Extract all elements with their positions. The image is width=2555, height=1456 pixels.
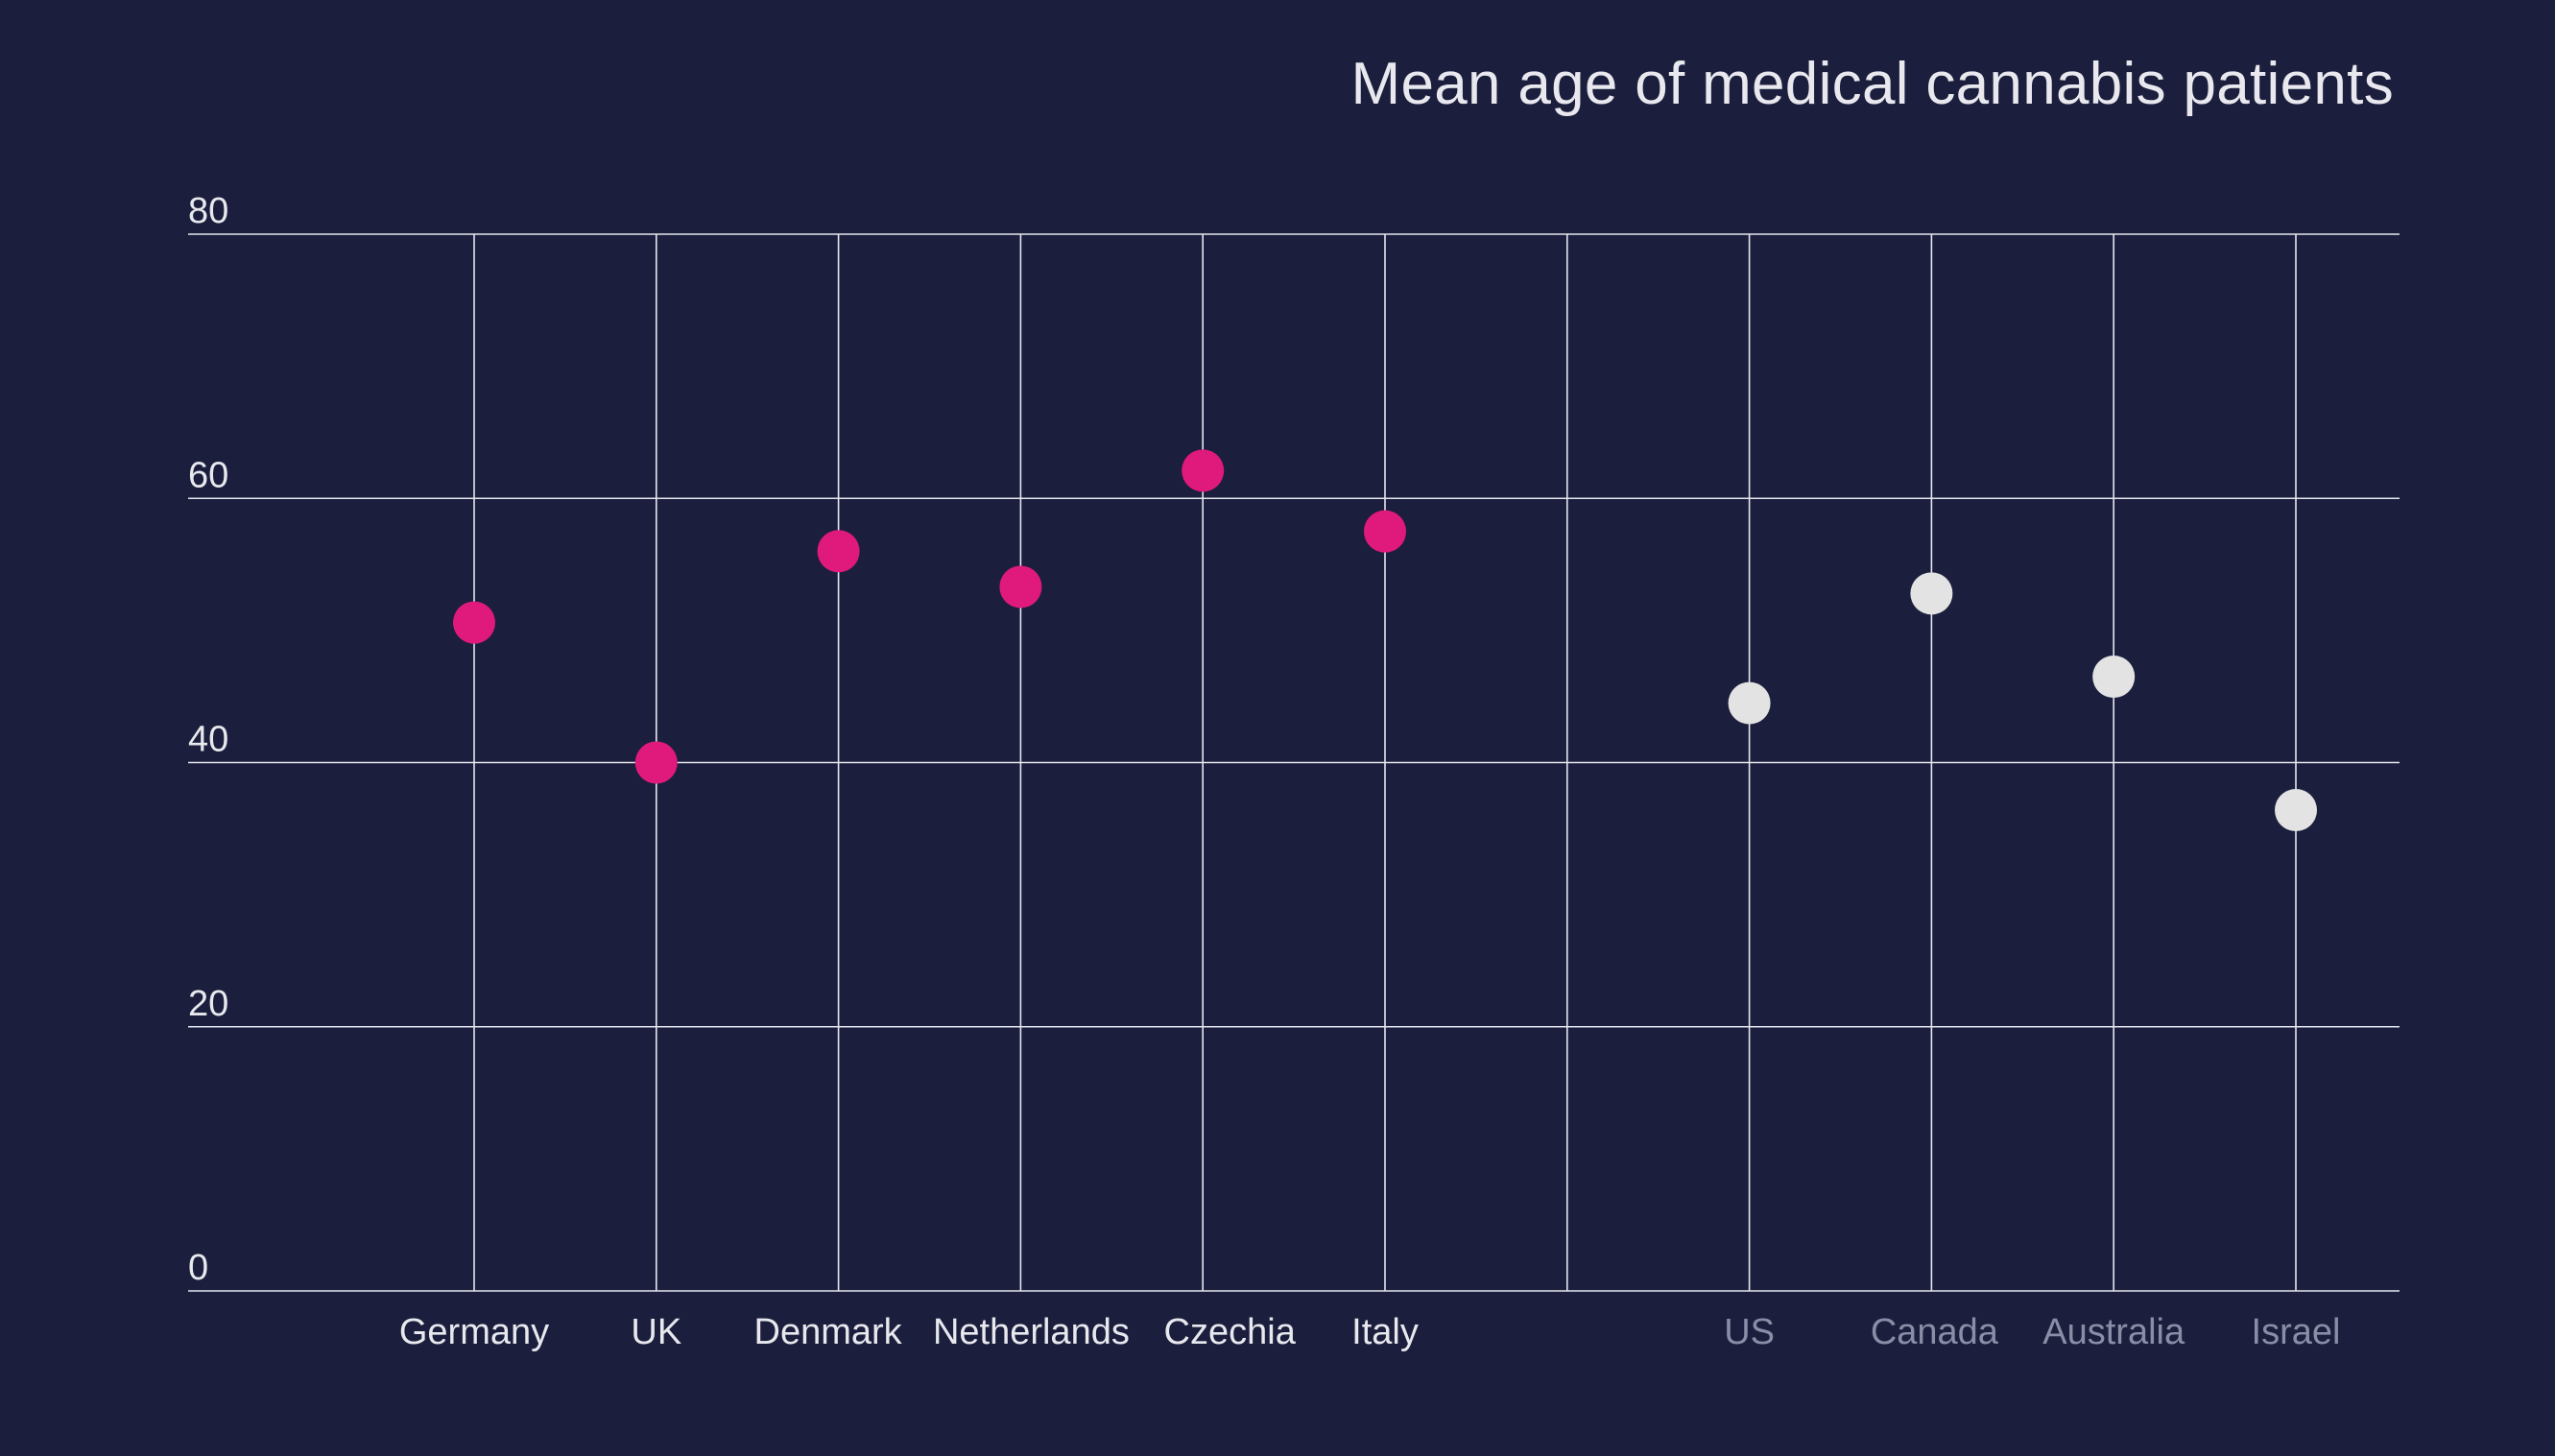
- data-point-germany: [453, 601, 495, 644]
- horizontal-gridlines: [188, 233, 2400, 1292]
- y-tick-label-60: 60: [188, 455, 228, 495]
- x-tick-label-australia: Australia: [2042, 1312, 2185, 1352]
- data-point-us: [1728, 681, 1771, 725]
- data-point-denmark: [817, 530, 860, 573]
- data-point-uk: [634, 741, 678, 784]
- y-tick-label-80: 80: [188, 191, 228, 231]
- y-axis-tick-labels: 0 20 40 60 80: [188, 191, 228, 1288]
- chart-title: Mean age of medical cannabis patients: [1350, 51, 2394, 117]
- x-axis-tick-labels: Germany UK Denmark Netherlands Czechia Italy U…: [399, 1312, 2341, 1352]
- y-tick-label-0: 0: [188, 1248, 208, 1288]
- y-tick-label-40: 40: [188, 720, 228, 760]
- data-point-netherlands: [999, 565, 1042, 609]
- x-tick-label-germany: Germany: [399, 1312, 549, 1352]
- x-tick-label-denmark: Denmark: [754, 1312, 903, 1352]
- x-tick-label-uk: UK: [631, 1312, 681, 1352]
- data-point-australia: [2092, 656, 2136, 699]
- x-tick-label-italy: Italy: [1351, 1312, 1419, 1352]
- x-tick-label-israel: Israel: [2252, 1312, 2341, 1352]
- data-point-italy: [1364, 510, 1406, 553]
- data-points: [453, 449, 2317, 832]
- data-point-israel: [2275, 789, 2317, 832]
- data-point-czechia: [1182, 449, 1225, 492]
- x-tick-label-netherlands: Netherlands: [933, 1312, 1130, 1352]
- x-tick-label-canada: Canada: [1871, 1312, 1999, 1352]
- x-tick-label-czechia: Czechia: [1164, 1312, 1297, 1352]
- y-tick-label-20: 20: [188, 984, 228, 1024]
- x-tick-label-us: US: [1724, 1312, 1775, 1352]
- vertical-gridlines: [473, 234, 2297, 1291]
- data-point-canada: [1910, 572, 1953, 615]
